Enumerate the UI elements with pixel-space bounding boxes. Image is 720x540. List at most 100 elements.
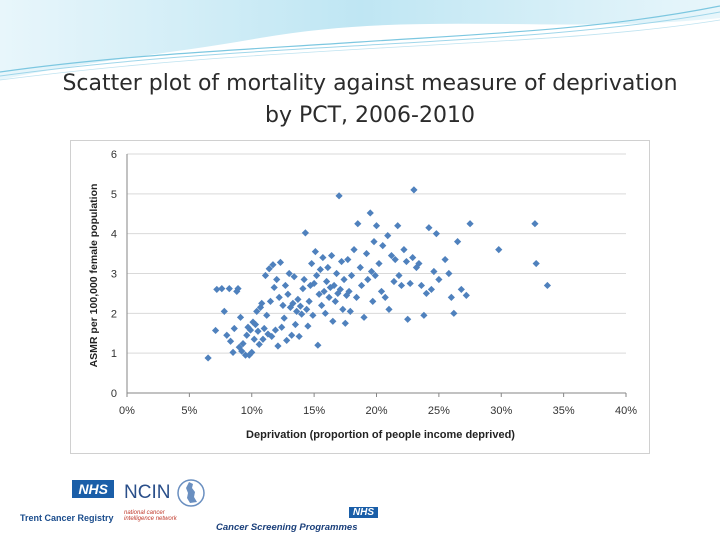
scatter-point <box>234 285 242 293</box>
scatter-point <box>395 271 403 280</box>
x-tick-label: 25% <box>428 405 450 417</box>
scatter-point <box>394 222 402 230</box>
scatter-point <box>314 341 322 349</box>
scatter-point <box>422 289 430 298</box>
scatter-point <box>311 247 319 256</box>
scatter-point <box>274 342 282 350</box>
scatter-point <box>283 336 291 345</box>
scatter-point <box>427 285 435 294</box>
x-tick-label: 10% <box>241 405 263 417</box>
scatter-point <box>263 311 271 319</box>
scatter-point <box>331 297 339 305</box>
y-tick-label: 2 <box>111 308 117 320</box>
y-tick-label: 3 <box>111 269 117 281</box>
scatter-point <box>432 230 440 238</box>
scatter-point <box>230 324 238 333</box>
y-axis-title: ASMR per 100,000 female population <box>88 184 100 368</box>
scatter-point <box>417 281 426 290</box>
nhs-badge: NHS <box>72 480 114 498</box>
scatter-point <box>341 319 349 327</box>
uk-map-icon <box>177 479 205 507</box>
scatter-point <box>229 348 237 356</box>
scatter-point <box>321 309 329 317</box>
scatter-point <box>316 265 324 274</box>
scatter-point <box>325 293 333 301</box>
ncin-subtitle-2: intelligence network <box>124 516 177 522</box>
scatter-point <box>347 271 356 280</box>
scatter-point <box>352 293 361 301</box>
scatter-point <box>296 302 305 310</box>
ncin-logo: NCIN national cancer intelligence networ… <box>124 479 214 530</box>
scatter-point <box>406 279 414 288</box>
scatter-point <box>462 291 470 300</box>
scatter-point <box>220 307 228 315</box>
scatter-point <box>375 259 383 268</box>
scatter-point <box>346 307 354 315</box>
slide-title: Scatter plot of mortality against measur… <box>40 68 700 132</box>
scatter-point <box>372 222 381 230</box>
scatter-point <box>425 224 433 232</box>
scatter-point <box>420 311 428 319</box>
scatter-point <box>271 326 280 334</box>
scatter-point <box>445 269 453 278</box>
chart-area: 0 1 2 3 4 5 6 0% 5% 10% 15% 20% 25% 30% 35% 40% Deprivat… <box>70 140 650 454</box>
scatter-point <box>377 287 386 296</box>
scatter-point <box>204 354 212 362</box>
scatter-point <box>366 209 374 217</box>
scatter-point <box>357 281 366 290</box>
scatter-point <box>323 277 331 286</box>
scatter-point <box>356 263 364 272</box>
scatter-point <box>532 259 540 268</box>
slide-title-line-2: by PCT, 2006-2010 <box>265 103 475 128</box>
scatter-chart: 0 1 2 3 4 5 6 0% 5% 10% 15% 20% 25% 30% 35% 40% Deprivat… <box>88 149 637 441</box>
scatter-point <box>243 331 251 339</box>
scatter-point <box>305 297 313 305</box>
nhs-badge-2: NHS <box>348 507 378 518</box>
scatter-point <box>447 293 455 301</box>
scatter-point <box>387 251 396 260</box>
scatter-point <box>409 253 417 262</box>
scatter-point <box>381 293 389 301</box>
scatter-point <box>313 271 321 280</box>
scatter-point <box>543 281 552 290</box>
scatter-point <box>320 287 328 296</box>
scatter-point <box>266 297 275 305</box>
y-tick-label: 0 <box>111 388 117 400</box>
scatter-point <box>335 192 343 200</box>
scatter-point <box>270 283 278 292</box>
scatter-point <box>254 327 262 335</box>
scatter-point <box>435 275 443 284</box>
scatter-point <box>397 281 406 290</box>
scatter-point <box>275 293 283 301</box>
scatter-point <box>280 314 288 322</box>
y-tick-label: 4 <box>111 229 117 241</box>
scatter-point <box>369 297 377 305</box>
scatter-point <box>340 275 348 284</box>
scatter-point <box>309 311 317 319</box>
y-tick-label: 1 <box>111 348 117 360</box>
scatter-point <box>350 246 358 254</box>
cancer-screening-programmes-text: Cancer Screening Programmes <box>216 522 358 533</box>
scatter-point <box>324 263 332 272</box>
scatter-point <box>301 229 309 237</box>
scatter-point <box>344 255 352 264</box>
scatter-point <box>400 246 408 254</box>
scatter-point <box>339 305 347 313</box>
scatter-point <box>226 337 235 345</box>
scatter-point <box>337 257 346 266</box>
scatter-point <box>310 279 318 288</box>
slide-title-line-1: Scatter plot of mortality against measur… <box>62 71 678 96</box>
scatter-point <box>327 251 336 260</box>
scatter-point <box>531 220 539 228</box>
scatter-point <box>308 259 316 268</box>
scatter-point <box>495 246 503 254</box>
x-tick-label: 35% <box>553 405 575 417</box>
scatter-point <box>402 257 411 266</box>
scatter-point <box>391 255 399 264</box>
trent-cancer-registry-logo: NHS Trent Cancer Registry <box>20 480 120 530</box>
scatter-point <box>384 232 392 240</box>
ncin-subtitle-1: national cancer <box>124 510 165 516</box>
scatter-point <box>330 281 338 290</box>
scatter-point <box>441 255 449 264</box>
scatter-point <box>318 301 326 309</box>
